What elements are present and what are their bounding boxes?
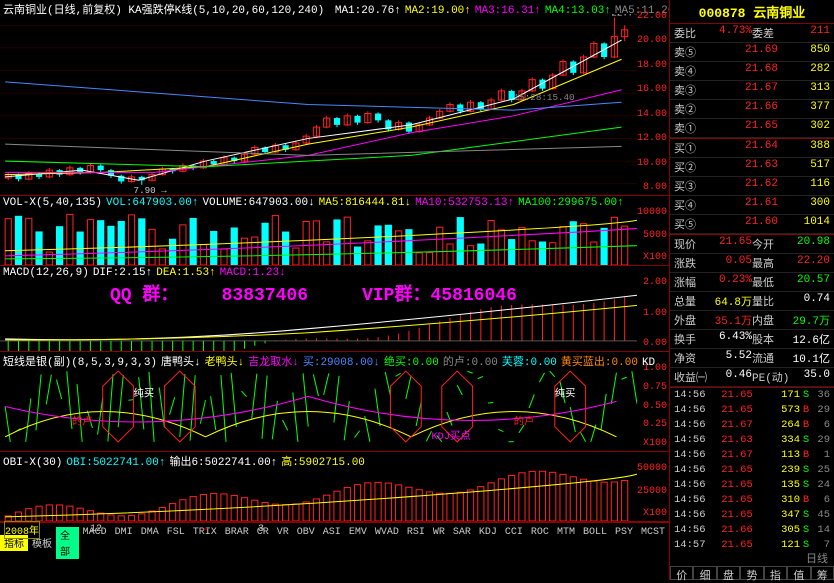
svg-text:的卢: 的卢 (72, 415, 93, 429)
side-panel: 000878 云南铜业 委比 4.73% 委差 211 卖⑤21.69850卖④… (670, 0, 834, 580)
macd-header: MACD(12,26,9)DIF:2.15↑DEA:1.53↑MACD:1.23… (0, 266, 669, 280)
main-chart-area: 云南铜业(日线,前复权) KA强跌停K线(5,10,20,60,120,240)… (0, 0, 670, 580)
commission-row: 委比 4.73% 委差 211 (670, 24, 834, 43)
custom-indicator-yaxis: 1.000.750.500.25X100 (643, 352, 667, 451)
volume-panel[interactable]: VOL-X(5,40,135)VOL:647903.00↑VOLUME:6479… (0, 196, 669, 266)
volume-yaxis: 100005000X100 (637, 196, 667, 265)
svg-text:纯买: 纯买 (134, 386, 155, 400)
side-tabs: 价细盘势指值筹 (670, 566, 834, 580)
stock-title: 000878 云南铜业 (670, 0, 834, 24)
side-tab[interactable]: 势 (740, 566, 763, 580)
orderbook: 卖⑤21.69850卖④21.68282卖③21.67313卖②21.66377… (670, 43, 834, 234)
svg-text:KDJ买点: KDJ买点 (432, 430, 471, 443)
obi-panel[interactable]: OBI-X(30)OBI:5022741.00↑输出6:5022741.00↑高… (0, 452, 669, 522)
svg-text:15:28:15.40: 15:28:15.40 (514, 92, 575, 103)
kline-panel[interactable]: 云南铜业(日线,前复权) KA强跌停K线(5,10,20,60,120,240)… (0, 0, 669, 196)
side-tab[interactable]: 筹 (811, 566, 834, 580)
svg-text:纯买: 纯买 (555, 386, 576, 400)
side-tab[interactable]: 值 (787, 566, 810, 580)
side-tab[interactable]: 价 (670, 566, 693, 580)
svg-text:7.90 →: 7.90 → (134, 185, 168, 195)
side-tab[interactable]: 指 (764, 566, 787, 580)
macd-panel[interactable]: MACD(12,26,9)DIF:2.15↑DEA:1.53↑MACD:1.23… (0, 266, 669, 352)
svg-text:的卢: 的卢 (514, 415, 535, 429)
kline-yaxis: 22.0020.0018.0016.0014.0012.0010.008.00 (637, 0, 667, 195)
volume-header: VOL-X(5,40,135)VOL:647903.00↑VOLUME:6479… (0, 196, 669, 210)
time-axis: 2008年 12 ⇔ 3 (0, 522, 669, 536)
obi-yaxis: 5000025000X100 (637, 452, 667, 521)
stats-grid: 现价21.65今开20.98涨跌0.05最高22.20涨幅0.23%最低20.5… (670, 234, 834, 388)
custom-indicator-panel[interactable]: 短线是银(副)(8,5,3,9,3,3)唐鸭头↓老鸭头↓吉龙取水↓买:29008… (0, 352, 669, 452)
tick-list: 14:5621.65171S3614:5621.65573B2914:5621.… (670, 388, 834, 550)
indicator-tabs: 指标 模板 全部MACDDMIDMAFSLTRIXBRARCRVROBVASIE… (0, 536, 669, 550)
svg-text:22.74: 22.74 (611, 14, 637, 18)
side-tab[interactable]: 细 (693, 566, 716, 580)
timeframe-label: 日线 (670, 550, 834, 566)
macd-yaxis: 2.001.000.00 (643, 266, 667, 351)
side-tab[interactable]: 盘 (717, 566, 740, 580)
